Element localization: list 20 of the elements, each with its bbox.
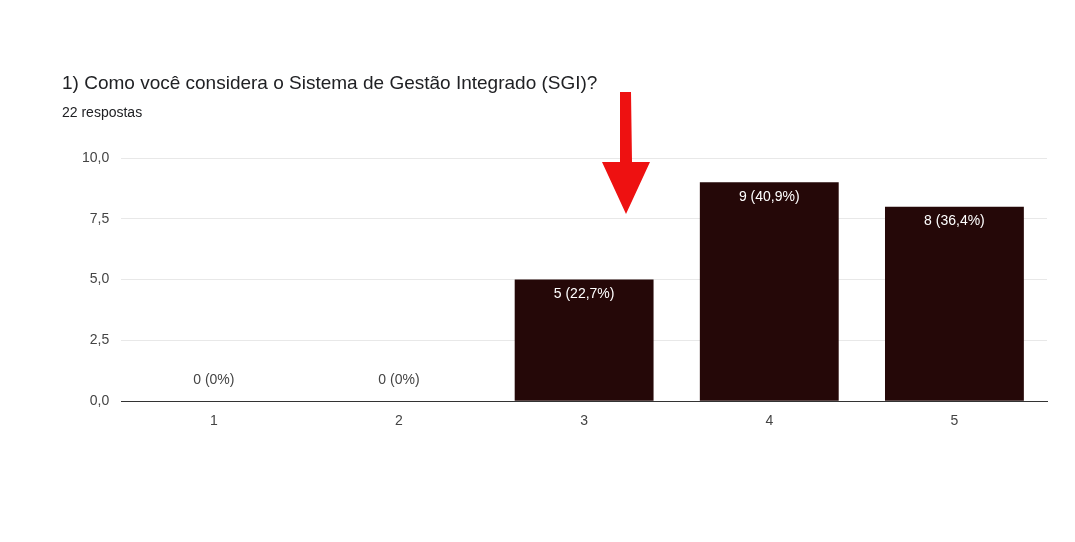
x-tick-label: 3 bbox=[580, 412, 589, 429]
x-tick-label: 4 bbox=[765, 412, 774, 429]
bar bbox=[699, 182, 839, 401]
x-tick-label: 5 bbox=[950, 412, 959, 429]
y-tick-label: 5,0 bbox=[89, 270, 110, 287]
data-label: 5 (22,7%) bbox=[553, 285, 615, 302]
chart-title: 1) Como você considera o Sistema de Gestão Integrado (SGI)? bbox=[62, 72, 598, 94]
x-tick-label: 2 bbox=[395, 412, 404, 429]
bar bbox=[514, 279, 654, 401]
y-tick-label: 2,5 bbox=[89, 331, 110, 348]
data-label: 9 (40,9%) bbox=[738, 188, 800, 205]
data-label: 0 (0%) bbox=[193, 371, 235, 388]
y-tick-label: 7,5 bbox=[89, 209, 110, 226]
bar bbox=[884, 206, 1024, 401]
y-tick-label: 0,0 bbox=[89, 392, 110, 409]
data-label: 8 (36,4%) bbox=[924, 212, 985, 229]
y-tick-label: 10,0 bbox=[82, 148, 110, 165]
x-tick-label: 1 bbox=[209, 412, 218, 429]
data-label: 0 (0%) bbox=[378, 371, 420, 388]
chart-subtitle: 22 respostas bbox=[62, 104, 143, 120]
